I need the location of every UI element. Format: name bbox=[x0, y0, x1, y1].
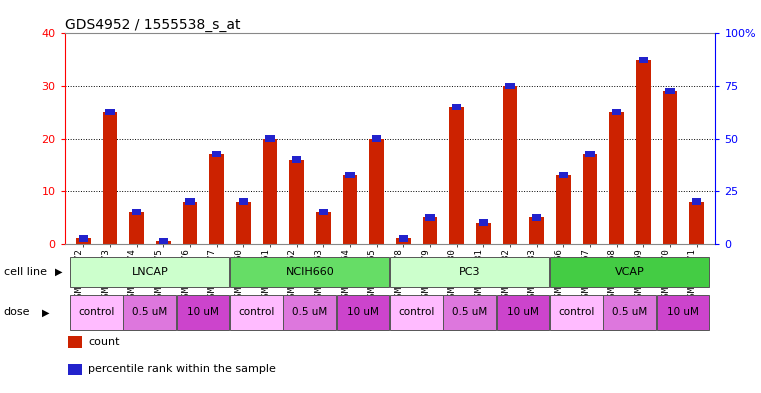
Text: 10 uM: 10 uM bbox=[187, 307, 219, 318]
Bar bbox=[422, 217, 438, 244]
Bar bbox=[610, 112, 624, 244]
Bar bbox=[263, 138, 277, 244]
Bar bbox=[689, 202, 704, 244]
Text: count: count bbox=[88, 337, 119, 347]
Bar bbox=[105, 109, 115, 116]
Bar bbox=[342, 175, 358, 244]
Bar bbox=[289, 160, 304, 244]
Bar bbox=[399, 235, 408, 242]
Text: control: control bbox=[399, 307, 435, 318]
Bar bbox=[76, 239, 91, 244]
Bar bbox=[532, 214, 541, 220]
Bar bbox=[123, 295, 176, 330]
Text: dose: dose bbox=[4, 307, 30, 318]
Text: ▶: ▶ bbox=[42, 307, 49, 318]
Bar bbox=[559, 172, 568, 178]
Text: 0.5 uM: 0.5 uM bbox=[452, 307, 488, 318]
Bar bbox=[663, 91, 677, 244]
Bar bbox=[369, 138, 384, 244]
Bar bbox=[636, 60, 651, 244]
Bar bbox=[129, 212, 144, 244]
Bar bbox=[390, 257, 549, 287]
Bar bbox=[497, 295, 549, 330]
Bar bbox=[230, 257, 390, 287]
Bar bbox=[530, 217, 544, 244]
Bar bbox=[212, 151, 221, 158]
Bar bbox=[158, 238, 168, 244]
Bar bbox=[70, 295, 123, 330]
Bar bbox=[266, 135, 275, 142]
Bar bbox=[503, 86, 517, 244]
Bar bbox=[177, 295, 230, 330]
Text: VCAP: VCAP bbox=[615, 267, 645, 277]
Bar bbox=[345, 172, 355, 178]
Bar bbox=[236, 202, 250, 244]
Bar bbox=[316, 212, 331, 244]
Bar bbox=[185, 198, 195, 205]
Text: control: control bbox=[78, 307, 115, 318]
Bar bbox=[156, 241, 170, 244]
Bar bbox=[449, 107, 464, 244]
Text: 10 uM: 10 uM bbox=[667, 307, 699, 318]
Bar bbox=[612, 109, 622, 116]
Text: 10 uM: 10 uM bbox=[508, 307, 540, 318]
Bar bbox=[230, 295, 283, 330]
Bar bbox=[505, 83, 514, 89]
Text: cell line: cell line bbox=[4, 267, 47, 277]
Bar bbox=[476, 222, 491, 244]
Bar bbox=[132, 209, 142, 215]
Bar bbox=[585, 151, 595, 158]
Text: 0.5 uM: 0.5 uM bbox=[132, 307, 167, 318]
Bar bbox=[396, 239, 411, 244]
Text: PC3: PC3 bbox=[459, 267, 481, 277]
Bar bbox=[603, 295, 656, 330]
Bar bbox=[692, 198, 702, 205]
Text: control: control bbox=[238, 307, 275, 318]
Bar bbox=[292, 156, 301, 163]
Bar bbox=[550, 257, 709, 287]
Text: 0.5 uM: 0.5 uM bbox=[292, 307, 328, 318]
Bar bbox=[283, 295, 336, 330]
Bar bbox=[452, 104, 461, 110]
Bar bbox=[319, 209, 328, 215]
Text: ▶: ▶ bbox=[55, 267, 62, 277]
Bar bbox=[103, 112, 117, 244]
Bar bbox=[70, 257, 230, 287]
Bar bbox=[336, 295, 390, 330]
Bar bbox=[425, 214, 435, 220]
Text: LNCAP: LNCAP bbox=[132, 267, 168, 277]
Text: GDS4952 / 1555538_s_at: GDS4952 / 1555538_s_at bbox=[65, 18, 240, 32]
Text: 0.5 uM: 0.5 uM bbox=[613, 307, 648, 318]
Bar bbox=[239, 198, 248, 205]
Bar bbox=[372, 135, 381, 142]
Bar bbox=[665, 88, 675, 94]
Text: NCIH660: NCIH660 bbox=[285, 267, 334, 277]
Bar bbox=[183, 202, 197, 244]
Bar bbox=[583, 154, 597, 244]
Text: control: control bbox=[559, 307, 595, 318]
Bar bbox=[209, 154, 224, 244]
Bar bbox=[78, 235, 88, 242]
Bar bbox=[556, 175, 571, 244]
Text: 10 uM: 10 uM bbox=[348, 307, 379, 318]
Bar bbox=[638, 57, 648, 63]
Text: percentile rank within the sample: percentile rank within the sample bbox=[88, 364, 276, 375]
Bar bbox=[390, 295, 443, 330]
Bar bbox=[479, 219, 488, 226]
Bar bbox=[550, 295, 603, 330]
Bar bbox=[657, 295, 709, 330]
Bar bbox=[444, 295, 496, 330]
